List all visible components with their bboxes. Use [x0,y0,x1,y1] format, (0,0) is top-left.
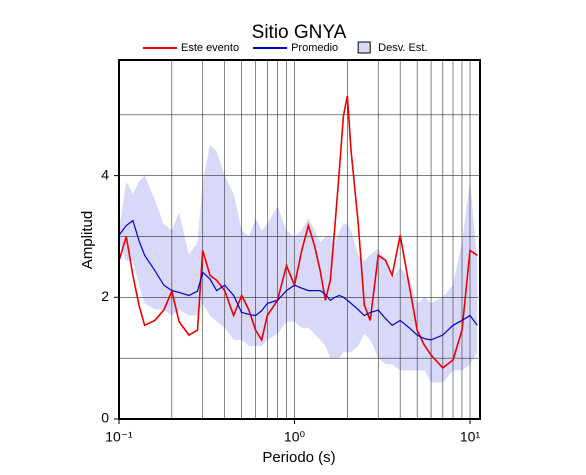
chart-title: Sitio GNYA [252,22,347,43]
x-tick-label: 10⁻¹ [105,429,133,445]
legend-swatch [357,41,371,54]
legend-label: Desv. Est. [378,42,427,54]
series-line [118,219,478,341]
y-tick-label: 4 [101,166,109,182]
series-line [118,95,478,369]
legend-label: Promedio [291,42,338,54]
x-tick-label: 10¹ [460,429,481,445]
plot-frame [118,59,481,420]
y-tick-label: 0 [101,410,109,426]
legend-label: Este evento [181,42,239,54]
x-axis-label: Periodo (s) [262,449,335,466]
y-tick-label: 2 [101,288,109,304]
y-axis-label: Amplitud [79,211,96,269]
x-tick-label: 10⁰ [284,429,306,445]
std-band [119,145,478,383]
